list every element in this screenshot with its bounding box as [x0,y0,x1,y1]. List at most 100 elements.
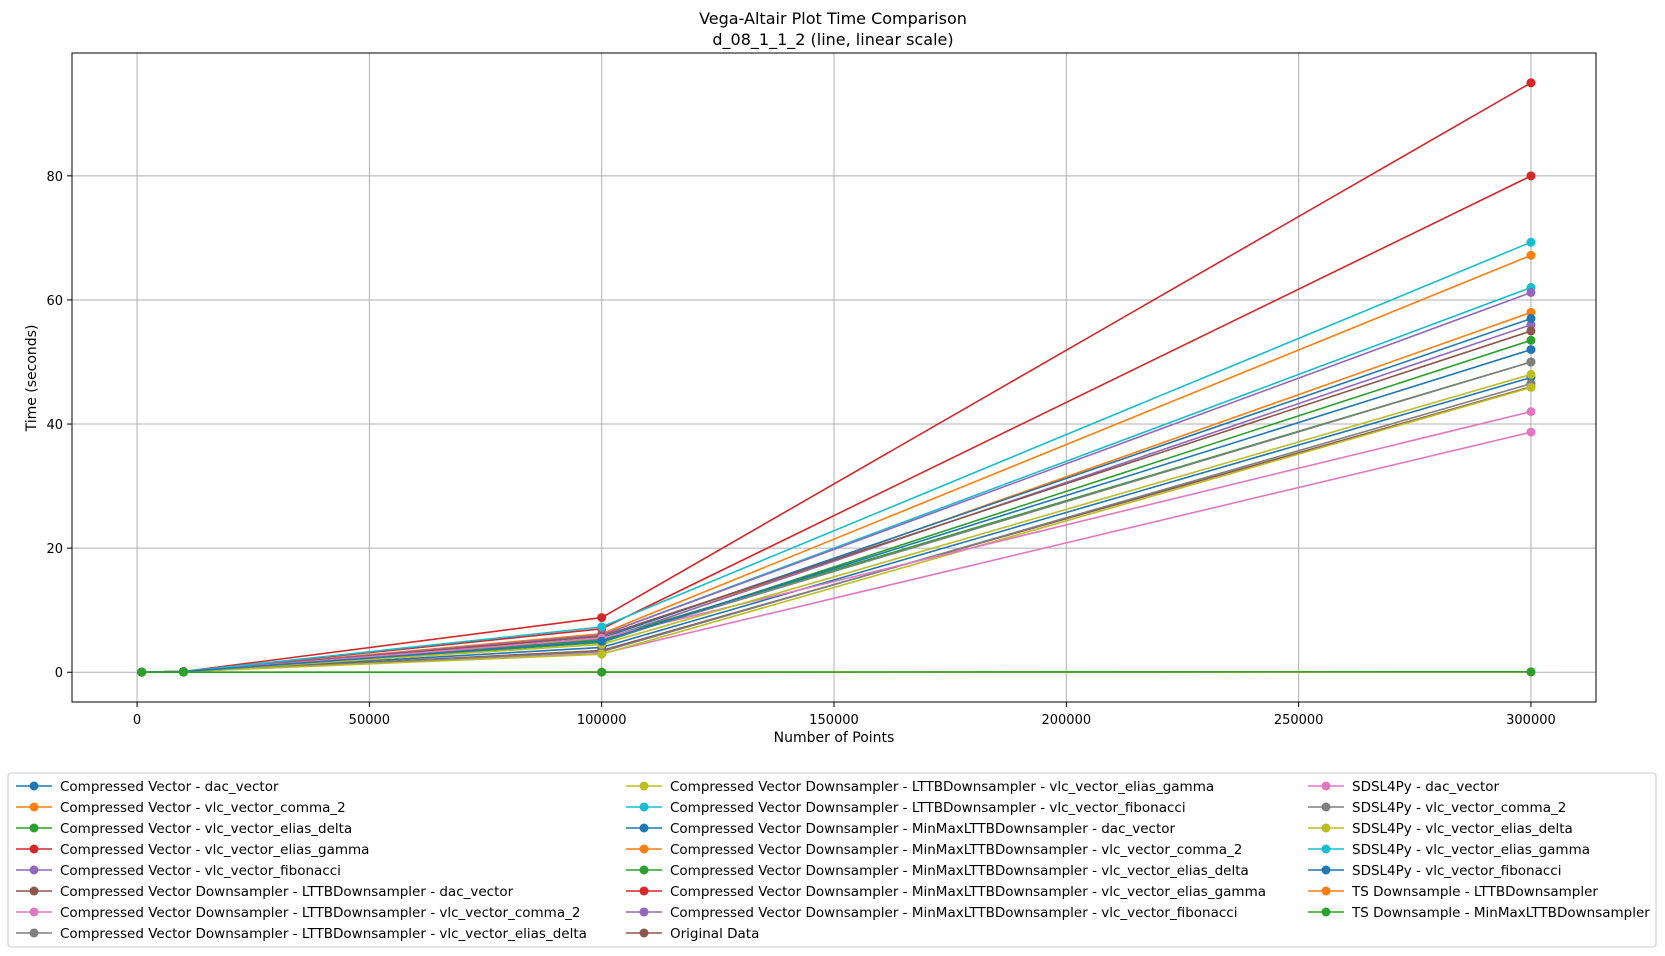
data-point [1526,407,1536,417]
series-19 [137,237,1536,677]
legend-entry: Compressed Vector Downsampler - MinMaxLT… [626,821,1176,837]
y-axis-label: Time (seconds) [24,325,40,433]
legend-entry: Compressed Vector - dac_vector [16,779,279,795]
x-tick-label: 200000 [1041,713,1091,728]
series-17 [137,357,1536,677]
legend-label: TS Downsample - MinMaxLTTBDownsampler [1351,905,1650,921]
data-point [1526,78,1536,88]
legend-entry: Compressed Vector Downsampler - MinMaxLT… [626,884,1266,900]
legend-marker [1321,865,1331,875]
legend-label: Compressed Vector Downsampler - LTTBDown… [60,884,514,900]
legend-marker [29,865,39,875]
data-point [1526,287,1536,297]
legend-marker [639,781,649,791]
y-tick-label: 80 [46,170,63,185]
legend-entry: TS Downsample - LTTBDownsampler [1308,884,1598,900]
data-point [1526,250,1536,260]
y-axis: 0 20 40 60 80 [46,170,72,681]
legend-label: Compressed Vector Downsampler - LTTBDown… [670,779,1214,795]
legend-marker [1321,886,1331,896]
legend-marker [29,823,39,833]
y-tick-label: 0 [55,666,63,681]
y-tick-label: 60 [46,294,63,309]
series-18 [137,369,1536,677]
data-point [597,649,607,659]
legend-label: Compressed Vector Downsampler - MinMaxLT… [670,821,1176,837]
legend-label: Compressed Vector - vlc_vector_comma_2 [60,800,346,816]
legend-entry: SDSL4Py - vlc_vector_comma_2 [1308,800,1566,816]
data-point [1526,369,1536,379]
x-tick-label: 100000 [577,713,627,728]
legend-entry: Compressed Vector Downsampler - LTTBDown… [626,800,1186,816]
legend-label: Compressed Vector - vlc_vector_elias_del… [60,821,352,837]
series-line [141,382,1532,673]
legend-label: Compressed Vector - dac_vector [60,779,279,795]
series-line [141,330,1532,673]
legend: Compressed Vector - dac_vector Compressed… [16,779,1650,942]
legend-label: Compressed Vector Downsampler - LTTBDown… [60,926,587,942]
x-tick-label: 50000 [349,713,390,728]
legend-entry: Compressed Vector Downsampler - LTTBDown… [16,905,580,921]
legend-marker [29,844,39,854]
series-15 [137,326,1536,677]
data-point [1526,314,1536,324]
data-point [597,667,607,677]
legend-label: Compressed Vector Downsampler - LTTBDown… [670,800,1186,816]
legend-label: SDSL4Py - vlc_vector_elias_gamma [1352,842,1590,858]
legend-marker [639,865,649,875]
series-line [141,431,1532,673]
legend-label: Compressed Vector Downsampler - LTTBDown… [60,905,580,921]
series-22 [137,667,1536,677]
legend-entry: Compressed Vector - vlc_vector_elias_del… [16,821,352,837]
legend-marker [639,802,649,812]
data-point [1526,667,1536,677]
series-line [141,324,1532,673]
legend-entry: Compressed Vector Downsampler - MinMaxLT… [626,842,1242,858]
series-line [141,254,1532,673]
legend-entry: Compressed Vector Downsampler - LTTBDown… [626,779,1214,795]
legend-marker [29,907,39,917]
legend-marker [1321,844,1331,854]
legend-marker [639,928,649,938]
legend-label: SDSL4Py - vlc_vector_comma_2 [1352,800,1566,816]
data-point [1526,307,1536,317]
legend-entry: Compressed Vector - vlc_vector_elias_gam… [16,842,369,858]
legend-marker [29,781,39,791]
series-line [141,311,1532,673]
legend-entry: SDSL4Py - dac_vector [1308,779,1500,795]
series-11 [137,250,1536,677]
legend-marker [1321,907,1331,917]
legend-marker [29,886,39,896]
legend-marker [1321,802,1331,812]
data-point [1526,345,1536,355]
series-line [141,241,1532,673]
chart-title: Vega-Altair Plot Time Comparison [699,9,967,28]
legend-label: SDSL4Py - vlc_vector_fibonacci [1352,863,1561,879]
x-tick-label: 0 [133,713,141,728]
series-12 [137,357,1536,677]
legend-marker [29,928,39,938]
x-axis-label: Number of Points [774,730,895,746]
series-16 [137,407,1536,677]
data-point [137,667,147,677]
data-point [1526,171,1536,181]
legend-marker [1321,781,1331,791]
data-point [1526,335,1536,345]
series-line [141,373,1532,673]
legend-marker [639,823,649,833]
legend-label: Compressed Vector - vlc_vector_elias_gam… [60,842,369,858]
y-tick-label: 40 [46,418,63,433]
data-point [1526,326,1536,336]
series-line [141,348,1532,673]
series-0 [137,373,1536,677]
legend-entry: Compressed Vector - vlc_vector_comma_2 [16,800,346,816]
legend-entry: SDSL4Py - vlc_vector_elias_gamma [1308,842,1590,858]
legend-entry: Compressed Vector - vlc_vector_fibonacci [16,863,341,879]
x-tick-label: 150000 [809,713,859,728]
series-2 [137,335,1536,677]
legend-entry: Original Data [626,926,759,942]
legend-label: SDSL4Py - vlc_vector_elias_delta [1352,821,1573,837]
series-6 [137,427,1536,677]
series-1 [137,307,1536,677]
legend-label: Compressed Vector - vlc_vector_fibonacci [60,863,341,879]
